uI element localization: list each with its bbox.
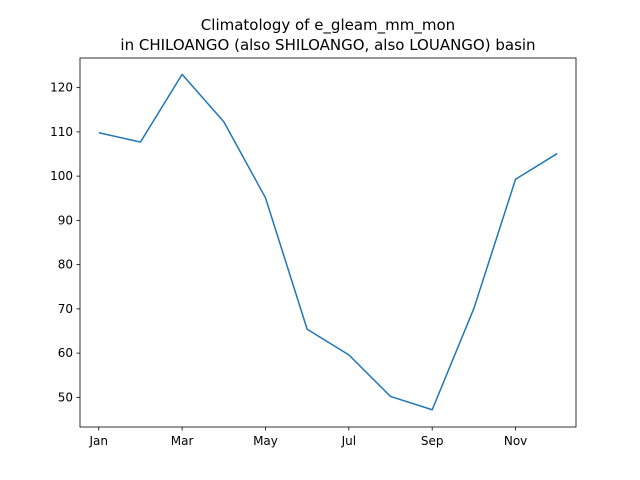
y-tick-label: 50 <box>58 390 73 404</box>
y-tick-label: 90 <box>58 213 73 227</box>
y-tick-label: 80 <box>58 258 73 272</box>
series-line-0 <box>98 73 558 411</box>
chart-title-line2: in CHILOANGO (also SHILOANGO, also LOUAN… <box>120 36 535 54</box>
y-tick-label: 70 <box>58 302 73 316</box>
plot-area: 50 60 70 80 90 100 110 120 Jan Mar May Jul Sep Nov <box>50 57 577 448</box>
x-tick-label: Jan <box>89 434 109 448</box>
y-tick-label: 110 <box>50 125 73 139</box>
x-tick-label: Sep <box>421 434 444 448</box>
x-tick-label: Jul <box>341 434 356 448</box>
x-tick-label: Nov <box>504 434 527 448</box>
chart-title-line1: Climatology of e_gleam_mm_mon <box>201 16 455 35</box>
x-tick-label: Mar <box>171 434 194 448</box>
y-tick-label: 60 <box>58 346 73 360</box>
x-tick-label: May <box>253 434 278 448</box>
y-tick-label: 120 <box>50 81 73 95</box>
axes-frame <box>79 57 577 428</box>
y-tick-label: 100 <box>50 169 73 183</box>
